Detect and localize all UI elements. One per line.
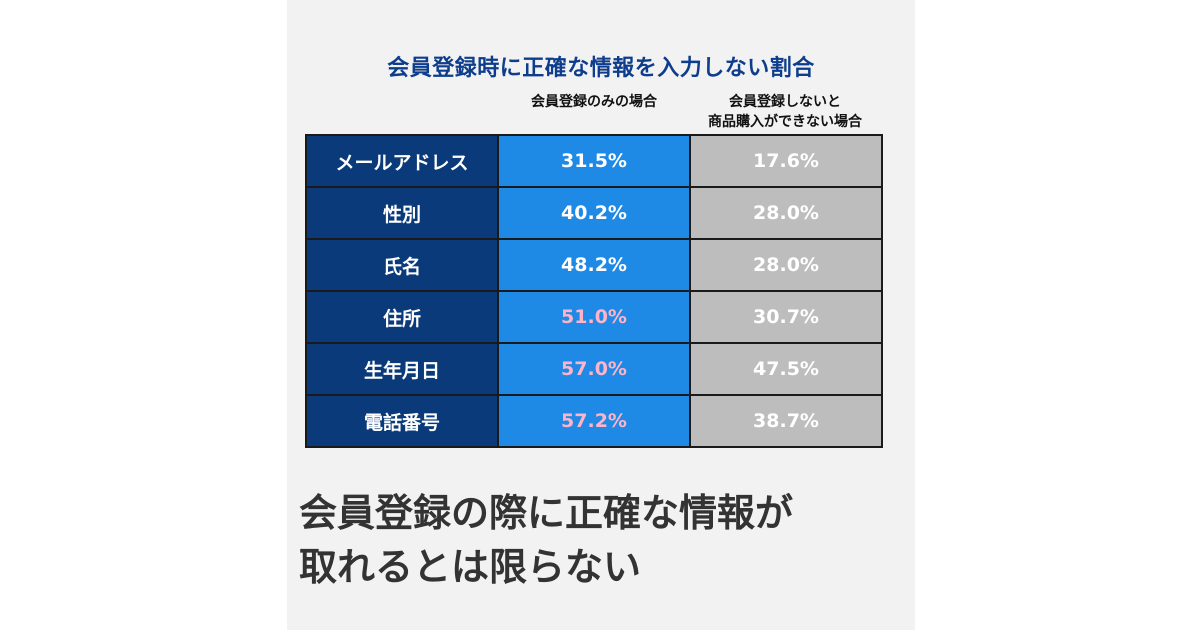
column-header-registration-only: 会員登録のみの場合 [499,92,689,112]
value-registration-only: 48.2% [497,238,691,292]
value-registration-required: 38.7% [689,394,883,448]
column-header-label-line2: 商品購入ができない場合 [708,114,862,130]
value-registration-only: 57.0% [497,342,691,396]
infographic-card: 会員登録時に正確な情報を入力しない割合 会員登録のみの場合 会員登録しないと 商… [287,0,915,630]
row-label: 性別 [305,186,499,240]
value-registration-required: 47.5% [689,342,883,396]
column-header-registration-required: 会員登録しないと 商品購入ができない場合 [689,92,881,132]
table-row: 性別 40.2% 28.0% [305,186,883,240]
table-row: 氏名 48.2% 28.0% [305,238,883,292]
value-registration-only: 51.0% [497,290,691,344]
row-label: 住所 [305,290,499,344]
row-label: メールアドレス [305,134,499,188]
table-row: 住所 51.0% 30.7% [305,290,883,344]
value-registration-required: 28.0% [689,238,883,292]
table-row: 生年月日 57.0% 47.5% [305,342,883,396]
value-registration-only: 31.5% [497,134,691,188]
row-label: 電話番号 [305,394,499,448]
row-label: 氏名 [305,238,499,292]
value-registration-only: 40.2% [497,186,691,240]
row-label: 生年月日 [305,342,499,396]
caption-line-2: 取れるとは限らない [299,545,642,589]
table-body: メールアドレス 31.5% 17.6% 性別 40.2% 28.0% 氏名 48.2% 28.0… [305,134,883,448]
table-row: メールアドレス 31.5% 17.6% [305,134,883,188]
value-registration-required: 28.0% [689,186,883,240]
data-table: メールアドレス 31.5% 17.6% 性別 40.2% 28.0% 氏名 48.2% 28.0… [305,134,883,448]
value-registration-required: 30.7% [689,290,883,344]
table-row: 電話番号 57.2% 38.7% [305,394,883,448]
caption-line-1: 会員登録の際に正確な情報が [299,491,794,535]
chart-title: 会員登録時に正確な情報を入力しない割合 [387,56,815,81]
column-header-label-line1: 会員登録しないと [729,94,841,110]
column-header-label: 会員登録のみの場合 [531,94,657,110]
value-registration-only: 57.2% [497,394,691,448]
caption: 会員登録の際に正確な情報が 取れるとは限らない [299,486,909,594]
value-registration-required: 17.6% [689,134,883,188]
